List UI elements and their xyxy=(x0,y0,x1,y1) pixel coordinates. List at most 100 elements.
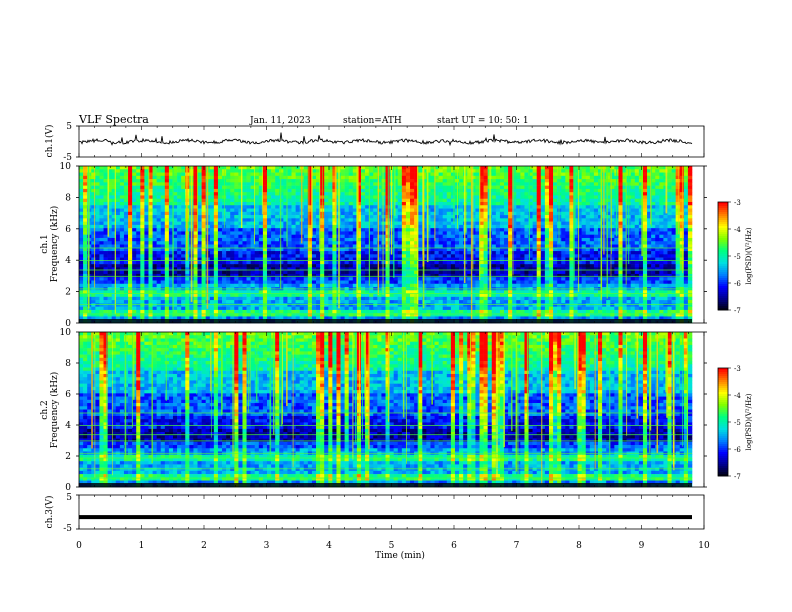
spectrogram-cell xyxy=(279,228,284,232)
spectrogram-cell xyxy=(426,264,431,268)
spectrogram-cell xyxy=(148,201,153,206)
spectrogram-cell xyxy=(328,195,333,200)
spectrogram-cell xyxy=(262,205,268,209)
spectrogram-cell xyxy=(512,251,517,255)
spectrogram-cell xyxy=(164,237,170,242)
spectrogram-cell xyxy=(671,192,676,196)
spectrogram-cell xyxy=(610,175,615,180)
spectrogram-cell xyxy=(377,166,382,170)
spectrogram-cell xyxy=(344,237,350,242)
spectrogram-cell xyxy=(540,251,546,255)
spectrogram-cell xyxy=(389,267,394,271)
spectrogram-cell xyxy=(381,188,386,193)
spectrogram-cell xyxy=(172,270,178,275)
spectrogram-cell xyxy=(79,198,84,203)
spectrogram-cell xyxy=(647,218,652,222)
spectrogram-cell xyxy=(115,208,121,213)
spectrogram-cell xyxy=(193,175,198,180)
spectrogram-cell xyxy=(540,264,546,268)
spectrogram-cell xyxy=(311,228,317,232)
spectrogram-cell xyxy=(99,273,104,278)
spectrogram-cell xyxy=(168,182,174,186)
spectrogram-cell xyxy=(148,224,153,229)
spectrogram-cell xyxy=(495,188,501,193)
spectrogram-cell xyxy=(544,192,550,196)
spectrogram-cell xyxy=(614,237,619,242)
spectrogram-cell xyxy=(418,169,423,173)
spectrogram-cell xyxy=(430,237,435,242)
spectrogram-cell xyxy=(254,264,260,268)
spectrogram-cell xyxy=(626,264,631,268)
spectrogram-cell xyxy=(209,231,215,235)
spectrogram-cell xyxy=(258,221,264,226)
spectrogram-cell xyxy=(479,208,484,213)
spectrogram-cell xyxy=(140,198,145,203)
spectrogram-cell xyxy=(520,218,525,222)
spectrogram-cell xyxy=(385,175,390,180)
spectrogram-cell xyxy=(217,254,223,258)
spectrogram-cell xyxy=(410,198,415,203)
spectrogram-cell xyxy=(303,224,309,229)
spectrogram-cell xyxy=(614,257,619,262)
spectrogram-cell xyxy=(360,267,366,271)
spectrogram-cell xyxy=(340,201,345,206)
spectrogram-cell xyxy=(548,169,554,173)
spectrogram-cell xyxy=(242,260,247,265)
spectrogram-cell xyxy=(283,237,288,242)
spectrogram-cell xyxy=(655,234,660,239)
spectrogram-cell xyxy=(307,264,313,268)
spectrogram-cell xyxy=(426,185,431,190)
spectrogram-cell xyxy=(479,179,484,183)
spectrogram-cell xyxy=(573,251,578,255)
spectrogram-cell xyxy=(642,169,648,173)
spectrogram-cell xyxy=(328,192,333,196)
spectrogram-cell xyxy=(234,211,239,216)
spectrogram-cell xyxy=(369,211,374,216)
spectrogram-cell xyxy=(418,175,423,180)
spectrogram-cell xyxy=(442,169,448,173)
spectrogram-cell xyxy=(340,166,345,170)
spectrogram-cell xyxy=(614,241,619,245)
spectrogram-cell xyxy=(679,205,685,209)
spectrogram-cell xyxy=(103,267,108,271)
spectrogram-cell xyxy=(307,224,313,229)
spectrogram-cell xyxy=(340,257,345,262)
spectrogram-cell xyxy=(250,244,256,249)
spectrogram-cell xyxy=(283,241,288,245)
spectrogram-cell xyxy=(226,260,231,265)
spectrogram-cell xyxy=(598,185,603,190)
spectrogram-cell xyxy=(495,215,501,219)
spectrogram-cell xyxy=(307,195,313,200)
spectrogram-cell xyxy=(630,179,636,183)
spectrogram-cell xyxy=(610,247,615,252)
spectrogram-cell xyxy=(630,198,636,203)
spectrogram-cell xyxy=(430,185,435,190)
spectrogram-cell xyxy=(91,247,96,252)
spectrogram-cell xyxy=(495,211,501,216)
spectrogram-cell xyxy=(385,208,390,213)
spectrogram-cell xyxy=(234,208,239,213)
spectrogram-cell xyxy=(532,205,538,209)
spectrogram-cell xyxy=(348,264,354,268)
spectrogram-cell xyxy=(79,179,84,183)
spectrogram-cell xyxy=(491,221,497,226)
spectrogram-cell xyxy=(128,244,133,249)
spectrogram-cell xyxy=(385,237,390,242)
spectrogram-cell xyxy=(360,205,366,209)
spectrogram-cell xyxy=(340,237,345,242)
spectrogram-cell xyxy=(107,188,112,193)
spectrogram-cell xyxy=(250,231,256,235)
spectrogram-cell xyxy=(360,221,366,226)
spectrogram-cell xyxy=(144,224,149,229)
spectrogram-cell xyxy=(504,185,509,190)
spectrogram-cell xyxy=(528,231,533,235)
spectrogram-cell xyxy=(667,201,672,206)
spectrogram-cell xyxy=(606,188,611,193)
spectrogram-cell xyxy=(414,218,419,222)
spectrogram-cell xyxy=(320,218,325,222)
spectrogram-cell xyxy=(504,234,509,239)
spectrogram-cell xyxy=(593,188,599,193)
spectrogram-cell xyxy=(655,185,660,190)
spectrogram-cell xyxy=(593,201,599,206)
spectrogram-cell xyxy=(536,251,542,255)
